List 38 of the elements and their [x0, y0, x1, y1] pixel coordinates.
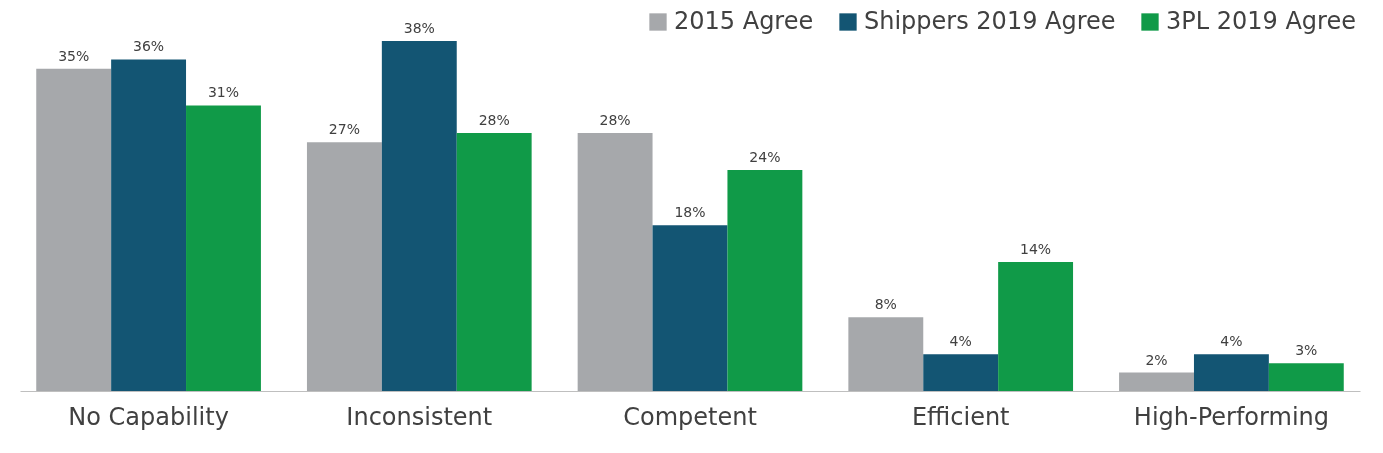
bar: [652, 225, 728, 391]
bar: [923, 354, 999, 391]
x-tick-label: Inconsistent: [346, 402, 493, 431]
data-label: 38%: [403, 20, 435, 36]
data-label: 31%: [207, 84, 240, 101]
data-label: 3%: [1295, 342, 1318, 359]
x-tick-label: Efficient: [911, 402, 1010, 431]
legend-label: Shippers 2019 Agree: [864, 7, 1116, 35]
data-label: 8%: [874, 296, 897, 313]
data-label: 35%: [58, 47, 90, 64]
bar: [36, 68, 112, 391]
legend-label: 3PL 2019 Agree: [1166, 7, 1356, 35]
bar: [1268, 363, 1344, 391]
x-tick-label: Competent: [623, 402, 757, 431]
data-label: 14%: [1020, 241, 1052, 258]
data-label: 2%: [1145, 351, 1168, 368]
bar: [848, 317, 924, 391]
data-label: 18%: [674, 204, 706, 221]
bar: [727, 169, 803, 391]
bar: [381, 41, 457, 391]
data-label: 4%: [1220, 333, 1243, 350]
bar: [111, 59, 187, 391]
bar: [186, 105, 261, 391]
bar: [1119, 372, 1194, 391]
bar: [306, 142, 382, 391]
bar: [577, 133, 653, 391]
data-label: 4%: [949, 333, 972, 350]
data-label: 24%: [749, 148, 781, 165]
bar: [998, 262, 1074, 391]
bar: [456, 133, 532, 391]
bar: [1193, 354, 1269, 391]
data-label: 28%: [599, 112, 631, 129]
x-tick-label: High-Performing: [1133, 402, 1329, 431]
x-tick-label: No Capability: [68, 402, 229, 431]
data-label: 28%: [478, 112, 510, 129]
data-label: 27%: [328, 121, 360, 138]
data-label: 36%: [133, 38, 165, 55]
legend-label: 2015 Agree: [674, 7, 814, 35]
